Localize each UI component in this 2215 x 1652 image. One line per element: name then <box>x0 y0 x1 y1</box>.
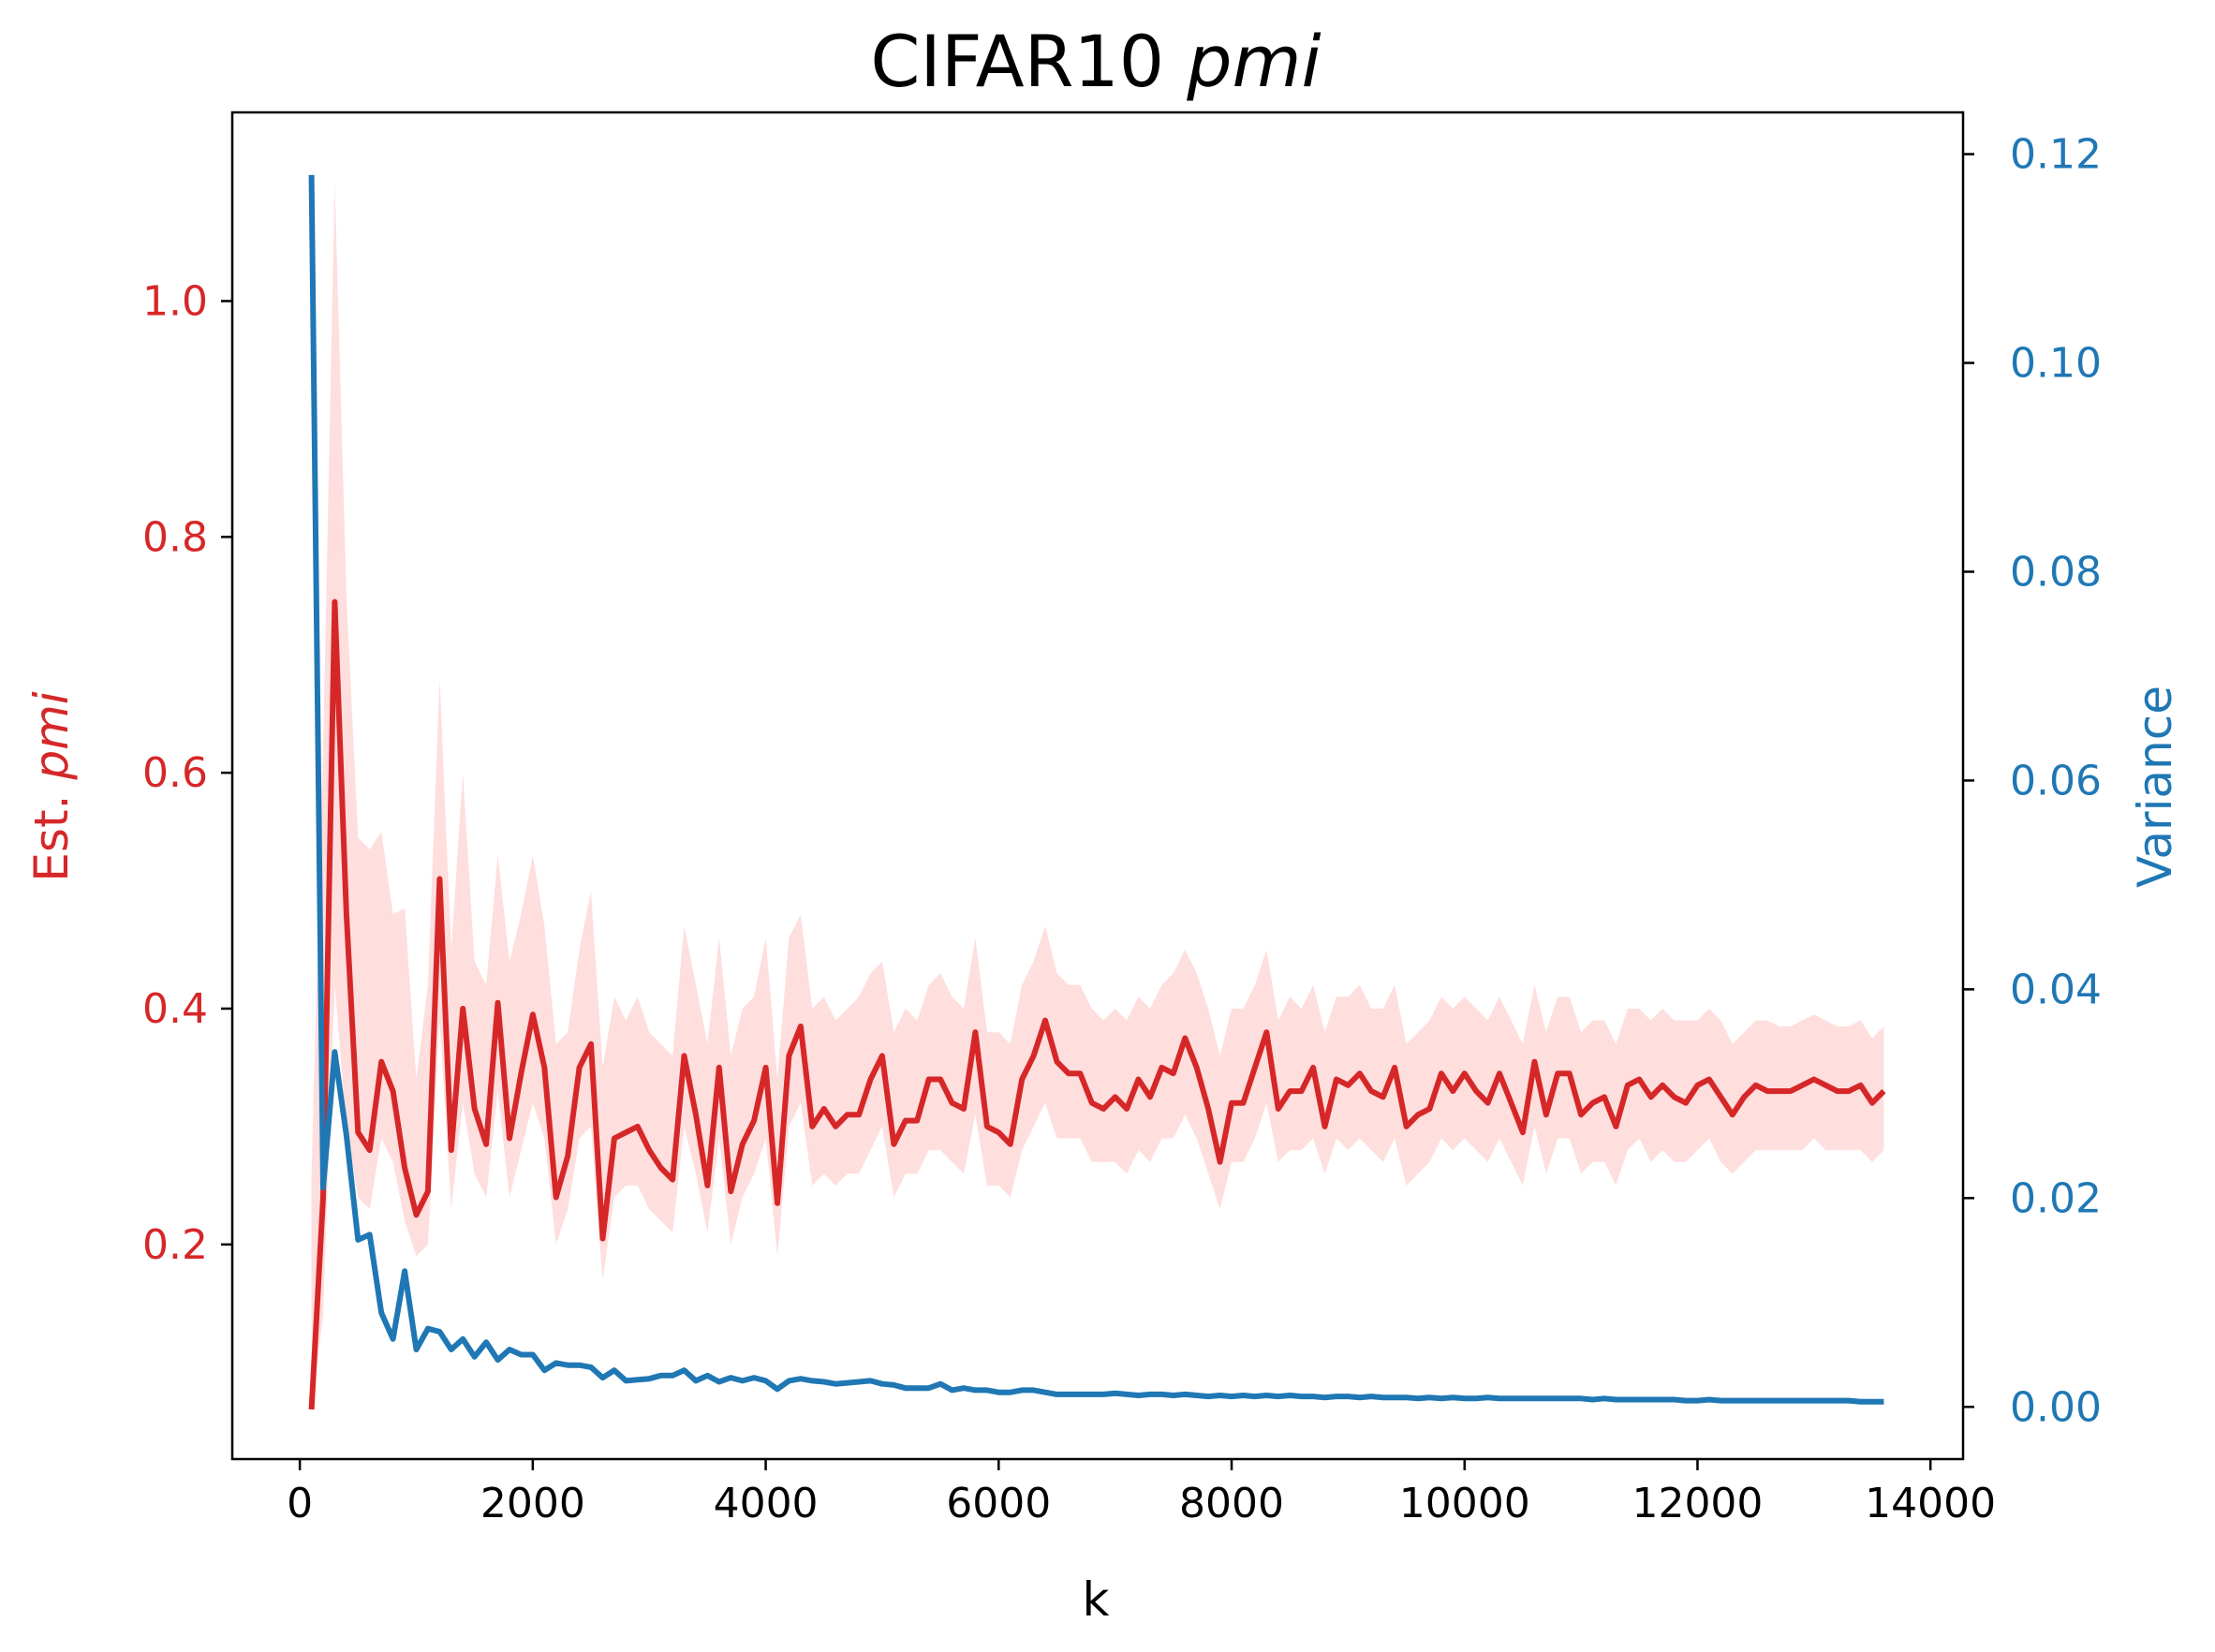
chart-title-main: CIFAR10 <box>870 20 1187 103</box>
y-right-tick-label: 0.12 <box>2010 131 2102 179</box>
chart-title: CIFAR10 pmi <box>870 20 1321 103</box>
y-axis-left-label-italic: pmi <box>24 691 79 780</box>
y-left-tick-label: 0.2 <box>142 1221 208 1269</box>
y-right-tick-label: 0.00 <box>2010 1383 2102 1431</box>
y-axis-left-label-prefix: Est. <box>24 780 79 882</box>
y-left-tick-label: 0.8 <box>142 513 208 561</box>
x-tick-label: 2000 <box>480 1480 585 1527</box>
estimate-confidence-band <box>311 183 1884 1410</box>
x-tick-label: 12000 <box>1632 1480 1763 1527</box>
y-left-tick-label: 1.0 <box>142 277 208 325</box>
ticks-layer: 0 2000 4000 6000 8000 10000 12000 14000 0.2 0.4 0.… <box>142 131 2102 1527</box>
x-tick-label: 14000 <box>1865 1480 1996 1527</box>
x-tick-label: 6000 <box>946 1480 1051 1527</box>
y-left-tick-label: 0.4 <box>142 985 208 1033</box>
chart-title-italic: pmi <box>1186 20 1321 103</box>
series-estimate-line <box>308 598 1886 1410</box>
y-right-tick-label: 0.10 <box>2010 340 2102 388</box>
plot-frame <box>230 111 1965 1461</box>
y-left-tick-label: 0.6 <box>142 749 208 797</box>
x-axis-label: k <box>1083 1572 1110 1627</box>
y-axis-right-label: Variance <box>2128 686 2182 888</box>
y-right-tick-label: 0.06 <box>2010 757 2102 804</box>
confidence-band-layer <box>311 183 1884 1410</box>
y-right-tick-label: 0.02 <box>2010 1174 2102 1222</box>
x-tick-label: 0 <box>287 1480 313 1527</box>
series-layer <box>308 174 1886 1410</box>
series-variance-line <box>308 174 1884 1405</box>
y-right-tick-label: 0.04 <box>2010 966 2102 1013</box>
y-axis-left-label: Est. pmi <box>24 691 79 881</box>
x-tick-label: 4000 <box>714 1480 819 1527</box>
x-tick-label: 8000 <box>1179 1480 1284 1527</box>
y-right-tick-label: 0.08 <box>2010 548 2102 596</box>
x-tick-label: 10000 <box>1399 1480 1530 1527</box>
